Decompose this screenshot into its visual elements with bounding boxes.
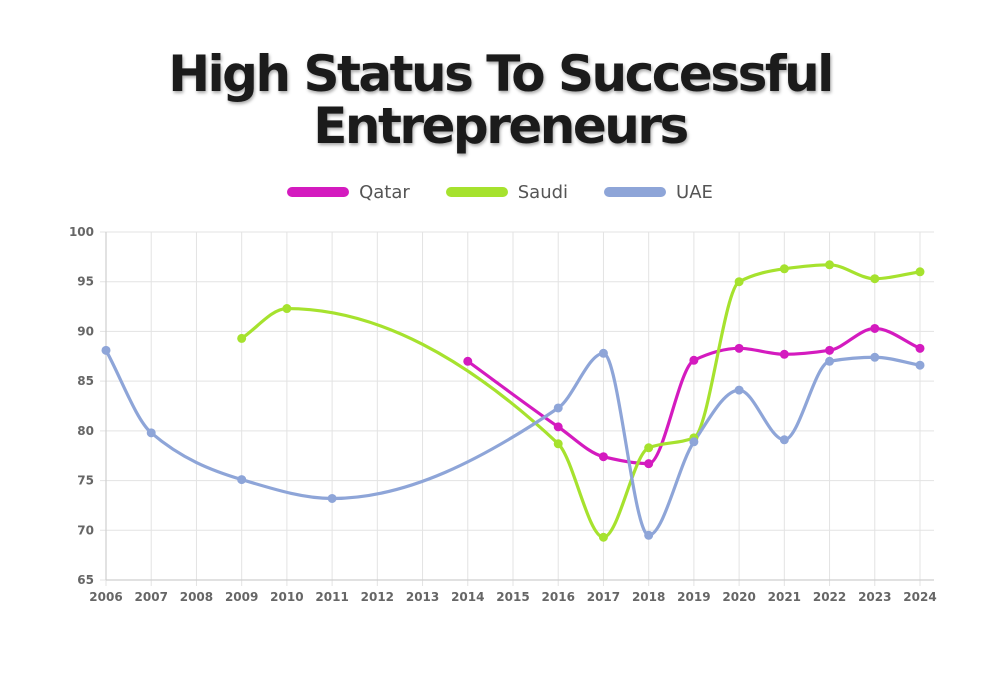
data-point-qatar-2018[interactable] [644, 459, 654, 469]
x-tick-label-2015: 2015 [496, 590, 529, 604]
x-tick-label-2022: 2022 [813, 590, 846, 604]
x-tick-label-2020: 2020 [722, 590, 755, 604]
chart-title-line-1: High Status To Successful [168, 45, 834, 103]
y-tick-label-75: 75 [77, 474, 94, 488]
legend-item-qatar[interactable]: Qatar [287, 182, 410, 203]
data-point-uae-2021[interactable] [779, 435, 789, 445]
y-tick-label-100: 100 [69, 225, 94, 239]
x-tick-label-2007: 2007 [135, 590, 168, 604]
legend-swatch-saudi [445, 187, 508, 197]
data-point-uae-2024[interactable] [915, 360, 925, 370]
data-point-saudi-2020[interactable] [734, 277, 744, 287]
x-tick-label-2012: 2012 [361, 590, 394, 604]
x-tick-label-2009: 2009 [225, 590, 258, 604]
legend-label-uae: UAE [676, 181, 713, 203]
x-tick-label-2014: 2014 [451, 590, 484, 604]
x-tick-label-2008: 2008 [180, 590, 213, 604]
data-point-uae-2011[interactable] [327, 493, 337, 503]
data-point-saudi-2022[interactable] [825, 260, 835, 270]
data-point-saudi-2023[interactable] [870, 274, 880, 284]
data-point-uae-2023[interactable] [870, 352, 880, 362]
legend-item-saudi[interactable]: Saudi [445, 181, 569, 203]
data-point-qatar-2020[interactable] [734, 343, 744, 353]
chart-title-line-2: Entrepreneurs [313, 97, 689, 155]
data-point-qatar-2016[interactable] [553, 422, 563, 432]
x-tick-label-2018: 2018 [632, 590, 665, 604]
y-tick-label-80: 80 [77, 424, 94, 438]
data-point-uae-2018[interactable] [644, 530, 654, 540]
data-point-qatar-2024[interactable] [915, 343, 925, 353]
data-point-qatar-2021[interactable] [779, 349, 789, 359]
data-point-saudi-2021[interactable] [779, 264, 789, 274]
data-point-qatar-2017[interactable] [598, 452, 608, 462]
data-point-saudi-2018[interactable] [644, 443, 654, 453]
x-tick-label-2010: 2010 [270, 590, 303, 604]
legend-swatch-qatar [287, 187, 350, 197]
data-point-saudi-2017[interactable] [598, 532, 608, 542]
x-tick-label-2023: 2023 [858, 590, 891, 604]
data-point-uae-2006[interactable] [101, 345, 111, 355]
x-tick-label-2011: 2011 [315, 590, 348, 604]
legend-label-saudi: Saudi [517, 181, 569, 203]
legend-swatch-uae [604, 187, 667, 197]
x-tick-label-2021: 2021 [768, 590, 801, 604]
data-point-uae-2022[interactable] [825, 356, 835, 366]
x-tick-label-2017: 2017 [587, 590, 620, 604]
x-tick-label-2006: 2006 [89, 590, 122, 604]
x-tick-label-2019: 2019 [677, 590, 710, 604]
chart-axes: 65 70 75 80 85 90 95 100 2006 2007 2008 2009 2010 201… [69, 225, 937, 604]
data-point-saudi-2024[interactable] [915, 267, 925, 277]
data-point-qatar-2022[interactable] [825, 345, 835, 355]
data-point-qatar-2019[interactable] [689, 355, 699, 365]
chart-data-points [101, 260, 925, 542]
x-tick-label-2024: 2024 [903, 590, 936, 604]
y-tick-label-95: 95 [77, 275, 94, 289]
data-point-uae-2019[interactable] [689, 437, 699, 447]
series-line-saudi [240, 263, 922, 539]
data-point-saudi-2010[interactable] [282, 304, 292, 314]
data-point-saudi-2009[interactable] [237, 333, 247, 343]
chart-title: High Status To Successful Entrepreneurs [0, 48, 1000, 152]
x-tick-label-2013: 2013 [406, 590, 439, 604]
data-point-uae-2017[interactable] [598, 348, 608, 358]
data-point-uae-2020[interactable] [734, 385, 744, 395]
y-tick-label-70: 70 [77, 523, 94, 537]
legend-item-uae[interactable]: UAE [604, 182, 713, 203]
data-point-uae-2009[interactable] [237, 475, 247, 485]
chart-legend: Qatar Saudi UAE [0, 180, 1000, 204]
x-tick-label-2016: 2016 [542, 590, 575, 604]
data-point-saudi-2016[interactable] [553, 439, 563, 449]
y-tick-label-85: 85 [77, 374, 94, 388]
y-tick-label-65: 65 [77, 573, 94, 587]
data-point-uae-2016[interactable] [553, 403, 563, 413]
data-point-qatar-2014[interactable] [463, 356, 473, 366]
data-point-uae-2007[interactable] [146, 428, 156, 438]
legend-label-qatar: Qatar [359, 181, 410, 203]
data-point-qatar-2023[interactable] [870, 323, 880, 333]
y-tick-label-90: 90 [77, 324, 94, 338]
